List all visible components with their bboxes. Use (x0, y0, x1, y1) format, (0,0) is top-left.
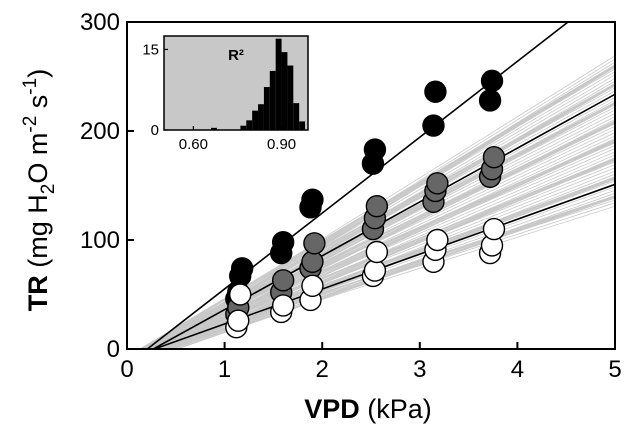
y-axis: 0 100 200 300 (80, 9, 134, 363)
data-point-high (480, 69, 504, 93)
y-axis-title-sup: -2 (20, 116, 41, 133)
inset-axes: 0.60 0.90 0 15 (142, 41, 296, 153)
x-tick-label: 3 (413, 356, 426, 383)
inset-histogram: 0.60 0.90 0 15 R² (142, 35, 309, 153)
data-point-high (271, 230, 295, 254)
plot-frame (126, 21, 616, 350)
inset-x-tick-label: 0.90 (267, 136, 296, 153)
histogram-bar (275, 38, 282, 130)
data-point-low (363, 259, 387, 282)
inset-title: R² (228, 47, 244, 64)
histogram-bar (293, 103, 300, 130)
data-point-high (478, 89, 502, 112)
x-tick-label: 1 (218, 356, 231, 383)
histogram-bar (299, 121, 306, 130)
y-tick-label: 300 (80, 9, 120, 36)
y-tick-label: 100 (80, 227, 120, 254)
data-point-mid (426, 172, 449, 195)
y-tick-label: 200 (80, 118, 120, 145)
x-tick-label: 2 (316, 356, 329, 383)
inset-x-tick-label: 0.60 (179, 136, 208, 153)
data-points (225, 69, 506, 339)
data-point-high (422, 114, 445, 137)
y-axis-title-part: s (23, 95, 53, 116)
x-axis-title: VPD (kPa) (304, 394, 432, 424)
data-point-high (363, 138, 387, 161)
histogram-bar (240, 125, 247, 130)
y-axis-title-part: O m (23, 133, 53, 184)
y-axis-title-bold: TR (23, 275, 53, 311)
x-tick-label: 4 (511, 356, 524, 383)
y-axis-title: TR (mg H2O m-2 s-1) (20, 69, 59, 311)
data-point-low (365, 240, 389, 264)
x-axis-title-unit: (kPa) (360, 394, 432, 424)
data-point-low (229, 283, 252, 306)
x-axis-title-bold: VPD (304, 394, 360, 424)
histogram-bar (287, 65, 294, 130)
y-axis-title-sup: -1 (20, 78, 41, 95)
data-point-mid (303, 232, 326, 255)
x-tick-label: 0 (120, 356, 133, 383)
x-tick-label: 5 (608, 356, 621, 383)
inset-bars (211, 38, 306, 130)
histogram-bar (252, 110, 259, 130)
data-point-mid (301, 250, 324, 273)
inset-y-tick-label: 15 (142, 41, 159, 58)
histogram-bar (258, 104, 264, 130)
histogram-bar (211, 127, 217, 130)
histogram-bar (281, 52, 288, 130)
y-axis-title-part: (mg H (23, 194, 53, 275)
histogram-bar (263, 87, 270, 130)
data-point-mid (271, 269, 295, 292)
histogram-bar (246, 120, 253, 130)
data-point-high (230, 257, 254, 280)
data-point-low (301, 274, 324, 297)
data-point-low (482, 217, 506, 241)
data-point-high (301, 188, 324, 211)
data-point-low (227, 309, 250, 332)
y-axis-title-sub: 2 (38, 184, 59, 195)
data-point-high (424, 80, 447, 103)
data-point-low (426, 228, 449, 252)
inset-y-tick-label: 0 (151, 122, 159, 139)
y-axis-title-part: ) (23, 69, 53, 78)
data-point-mid (365, 195, 389, 218)
data-point-low (271, 294, 295, 317)
x-axis: 0 1 2 3 4 5 (120, 342, 622, 383)
data-point-mid (482, 145, 506, 169)
y-tick-label: 0 (107, 336, 120, 363)
histogram-bar (269, 70, 276, 130)
